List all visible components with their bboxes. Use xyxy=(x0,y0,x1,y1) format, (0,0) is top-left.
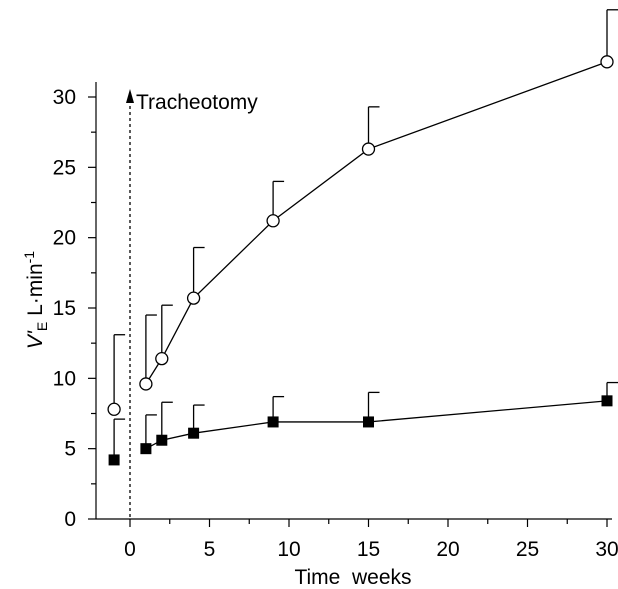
series-layer xyxy=(107,9,618,466)
y-axis-title-subscript: E xyxy=(34,322,50,331)
y-tick-label: 5 xyxy=(64,438,76,461)
series-line xyxy=(145,400,608,450)
x-tick-label: 20 xyxy=(436,538,459,561)
data-point-square xyxy=(188,427,200,439)
data-point-square xyxy=(267,416,279,428)
x-axis-title: Time weeks xyxy=(294,566,411,589)
x-tick-label: 10 xyxy=(277,538,300,561)
data-point-circle xyxy=(155,351,169,366)
data-point-square xyxy=(363,416,374,428)
y-axis-title: V'E L·min-1 xyxy=(21,251,50,349)
data-point-circle xyxy=(186,291,201,305)
y-tick-label: 0 xyxy=(64,508,76,531)
x-tick-label: 5 xyxy=(204,538,216,561)
y-ticks: 0 5 10 15 20 25 30 xyxy=(53,86,96,531)
data-point-circle xyxy=(266,214,280,228)
y-axis-title-superscript: -1 xyxy=(21,251,37,264)
x-tick-label: 0 xyxy=(124,538,136,561)
y-tick-label: 30 xyxy=(53,86,76,109)
data-point-circle xyxy=(107,402,121,416)
data-point-circle xyxy=(600,55,614,69)
y-axis-title-symbol: V' xyxy=(24,330,47,349)
series-2 xyxy=(108,381,618,466)
data-point-square xyxy=(108,454,120,466)
x-tick-label: 15 xyxy=(357,538,380,561)
series-1 xyxy=(107,9,618,416)
x-tick-label: 30 xyxy=(595,538,618,561)
y-tick-label: 15 xyxy=(53,297,76,320)
y-tick-label: 25 xyxy=(53,156,76,179)
y-tick-label: 10 xyxy=(53,367,76,390)
data-point-square xyxy=(140,443,152,455)
x-tick-label: 25 xyxy=(516,538,539,561)
y-axis-title-unit: L·min xyxy=(24,263,47,321)
data-point-circle xyxy=(361,142,376,156)
x-ticks: 0 5 10 15 20 25 30 xyxy=(124,519,618,561)
tracheotomy-label: Tracheotomy xyxy=(136,91,258,114)
tracheotomy-arrowhead xyxy=(126,89,134,103)
tracheotomy-annotation: Tracheotomy xyxy=(126,89,258,519)
data-point-square xyxy=(601,395,613,407)
y-tick-label: 20 xyxy=(53,227,76,250)
axes xyxy=(95,82,612,520)
data-point-square xyxy=(156,434,168,446)
data-point-circle xyxy=(139,377,153,391)
